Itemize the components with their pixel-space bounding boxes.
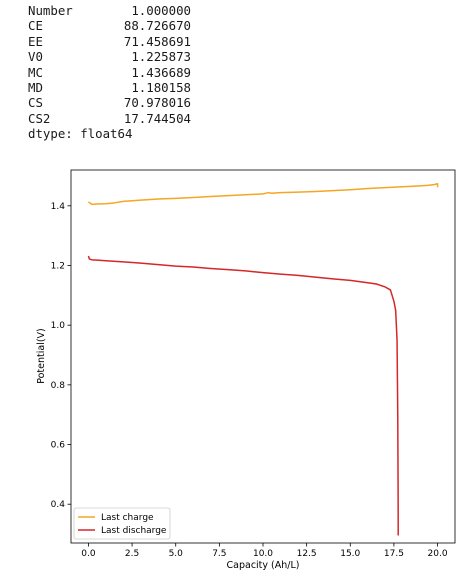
x-axis-label: Capacity (Ah/L) xyxy=(227,560,300,571)
legend-label-last-discharge: Last discharge xyxy=(101,526,167,536)
series-lines xyxy=(87,182,439,536)
output-row: CS2 17.744504 xyxy=(28,111,191,126)
output-row: EE 71.458691 xyxy=(28,34,191,49)
y-axis-ticks: 0.4 0.6 0.8 1.0 1.2 1.4 xyxy=(51,202,71,510)
y-tick-label: 0.6 xyxy=(51,441,66,451)
output-row-label: EE xyxy=(28,33,43,49)
series-output: Number 1.000000 CE 88.726670 EE 71.458691 V0 1.… xyxy=(28,3,191,142)
y-tick-label: 0.8 xyxy=(51,381,66,391)
output-dtype: dtype: float64 xyxy=(28,126,133,142)
output-row: Number 1.000000 xyxy=(28,3,191,18)
x-tick-label: 12.5 xyxy=(297,549,317,559)
y-tick-label: 1.4 xyxy=(51,202,66,212)
output-row-value: 1.436689 xyxy=(131,64,191,80)
y-axis-label: Potential(V) xyxy=(36,328,47,384)
legend-label-last-charge: Last charge xyxy=(101,513,154,523)
output-row-label: V0 xyxy=(28,49,43,65)
output-row-value: 70.978016 xyxy=(123,95,191,111)
legend-box xyxy=(73,507,171,540)
x-tick-label: 5.0 xyxy=(169,549,184,559)
x-tick-label: 7.5 xyxy=(212,549,226,559)
legend: Last charge Last discharge xyxy=(73,507,171,540)
x-tick-label: 2.5 xyxy=(125,549,139,559)
output-row: CE 88.726670 xyxy=(28,18,191,33)
output-row-label: MD xyxy=(28,79,43,95)
output-row: MC 1.436689 xyxy=(28,65,191,80)
output-row: V0 1.225873 xyxy=(28,49,191,64)
x-axis-ticks: 0.0 2.5 5.0 7.5 10.0 12.5 15.0 17.5 20.0 xyxy=(81,543,448,559)
output-row-value: 1.000000 xyxy=(131,3,191,18)
output-row-label: Number xyxy=(28,3,73,18)
output-row-label: MC xyxy=(28,64,43,80)
x-tick-label: 10.0 xyxy=(253,549,273,559)
series-line-last-discharge xyxy=(87,255,399,536)
y-tick-label: 1.0 xyxy=(51,321,66,331)
y-tick-label: 0.4 xyxy=(51,500,66,510)
output-row-value: 17.744504 xyxy=(123,110,191,126)
output-row-value: 88.726670 xyxy=(123,18,191,34)
x-tick-label: 15.0 xyxy=(340,549,360,559)
x-tick-label: 20.0 xyxy=(428,549,448,559)
output-row-value: 71.458691 xyxy=(123,33,191,49)
output-row-label: CS2 xyxy=(28,110,51,126)
output-row-label: CS xyxy=(28,95,43,111)
output-row-value: 1.225873 xyxy=(131,49,191,65)
output-row: MD 1.180158 xyxy=(28,80,191,95)
x-tick-label: 0.0 xyxy=(81,549,96,559)
series-line-last-charge xyxy=(88,182,439,206)
x-tick-label: 17.5 xyxy=(384,549,404,559)
y-tick-label: 1.2 xyxy=(51,261,65,271)
output-row-label: CE xyxy=(28,18,43,34)
output-row: CS 70.978016 xyxy=(28,95,191,110)
output-row-value: 1.180158 xyxy=(131,79,191,95)
